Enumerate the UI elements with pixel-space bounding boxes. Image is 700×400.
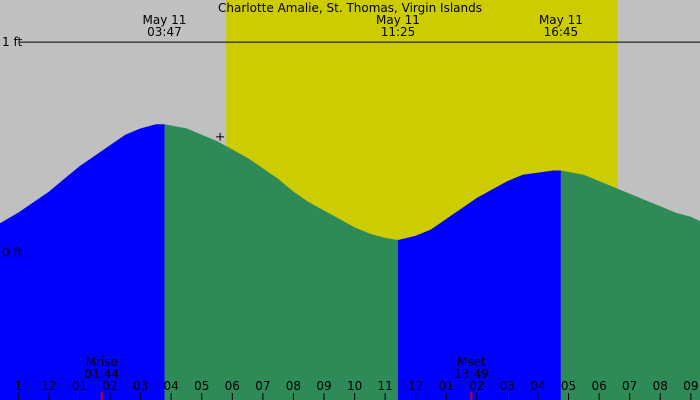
moon-event-time: 13:49 [454, 367, 489, 381]
hour-tick-label: 04 [164, 379, 179, 393]
hour-tick-label: 09 [683, 379, 698, 393]
extreme-time-label: 03:47 [147, 25, 182, 39]
extreme-time-label: 16:45 [544, 25, 579, 39]
moon-event-label: Mrise [86, 355, 118, 369]
moon-event-label: Mset [457, 355, 486, 369]
hour-tick-label: 12 [41, 379, 56, 393]
rising-tide-area [0, 124, 165, 400]
falling-tide-area [164, 124, 398, 400]
hour-tick-label: 11 [378, 379, 393, 393]
hour-tick-label: 03 [133, 379, 148, 393]
hour-tick-label: 12 [408, 379, 423, 393]
y-axis-labels: 1 ft 0 ft [2, 35, 22, 260]
hour-tick-label: 07 [255, 379, 270, 393]
extreme-date-label: May 11 [376, 13, 420, 27]
hour-tick-label: 06 [591, 379, 606, 393]
chart-title: Charlotte Amalie, St. Thomas, Virgin Isl… [218, 1, 482, 15]
hour-tick-label: 04 [530, 379, 545, 393]
extreme-time-label: 11:25 [381, 25, 416, 39]
y-tick-label: 0 ft [2, 246, 22, 260]
hour-tick-label: 05 [561, 379, 576, 393]
hour-tick-label: 03 [500, 379, 515, 393]
falling-tide-area [560, 170, 700, 400]
rising-tide-area [398, 170, 561, 400]
extreme-date-label: May 11 [539, 13, 583, 27]
hour-tick-label: 06 [225, 379, 240, 393]
crosshair-marker [216, 132, 225, 141]
hour-tick-label: 02 [469, 379, 484, 393]
hour-tick-label: 07 [622, 379, 637, 393]
hour-tick-label: 08 [653, 379, 668, 393]
hour-tick-label: 01 [439, 379, 454, 393]
hour-axis: 1 12 01 02 03 04 05 06 07 08 09 10 11 12 01 02 03 04 05 06 0… [15, 379, 698, 400]
extreme-date-label: May 11 [143, 13, 187, 27]
y-tick-label: 1 ft [2, 35, 22, 49]
moon-event-time: 01:44 [84, 367, 119, 381]
hour-tick-label: 09 [316, 379, 331, 393]
hour-tick-label: 01 [72, 379, 87, 393]
hour-tick-label: 10 [347, 379, 362, 393]
tide-area-group [0, 124, 700, 400]
hour-tick-label: 08 [286, 379, 301, 393]
hour-tick-label: 05 [194, 379, 209, 393]
hour-tick-label: 1 [15, 379, 23, 393]
hour-tick-label: 02 [102, 379, 117, 393]
